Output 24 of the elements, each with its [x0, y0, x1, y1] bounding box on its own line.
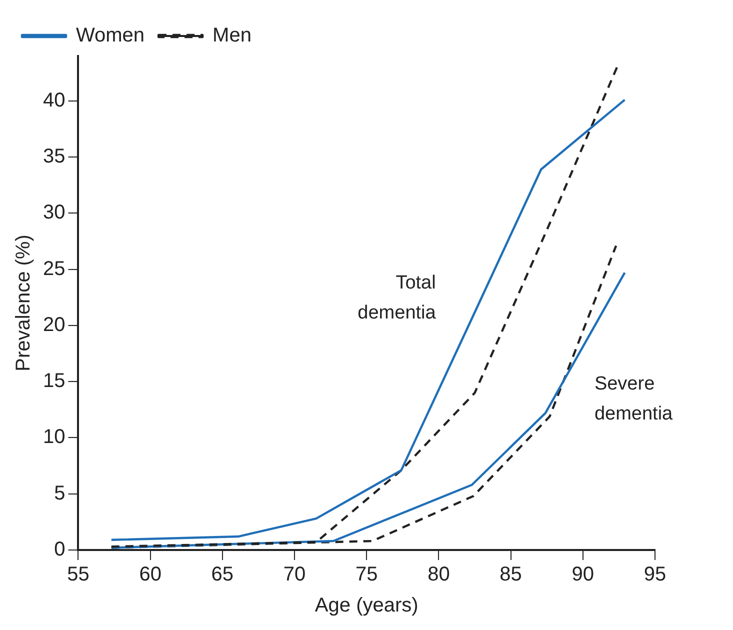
- y-tick-label: 35: [42, 146, 66, 168]
- y-tick-label: 40: [42, 89, 66, 112]
- annotation: Total dementia: [358, 272, 436, 324]
- x-tick-label: 95: [644, 564, 666, 586]
- x-tick-label: 80: [428, 564, 450, 586]
- y-axis-title: Prevalence (%): [12, 234, 35, 372]
- x-tick-label: 85: [500, 564, 522, 586]
- legend-label: Women: [76, 24, 145, 47]
- y-tick-label: 15: [42, 370, 66, 392]
- y-tick-label: 5: [54, 482, 66, 504]
- x-tick-label: 65: [211, 564, 234, 586]
- y-tick-label: 25: [42, 258, 66, 280]
- legend-label: Men: [212, 24, 252, 47]
- x-tick-label: 55: [67, 564, 90, 586]
- x-tick-label: 75: [356, 564, 378, 586]
- x-axis-title: Age (years): [314, 594, 418, 617]
- x-tick-label: 70: [283, 564, 306, 586]
- y-tick-label: 20: [42, 314, 66, 336]
- y-tick-label: 10: [42, 426, 66, 448]
- y-tick-label: 30: [42, 202, 66, 224]
- x-tick-label: 60: [139, 564, 162, 586]
- annotation: Severe dementia: [594, 374, 674, 425]
- y-tick-label: 0: [54, 538, 66, 561]
- x-tick-label: 90: [572, 564, 594, 586]
